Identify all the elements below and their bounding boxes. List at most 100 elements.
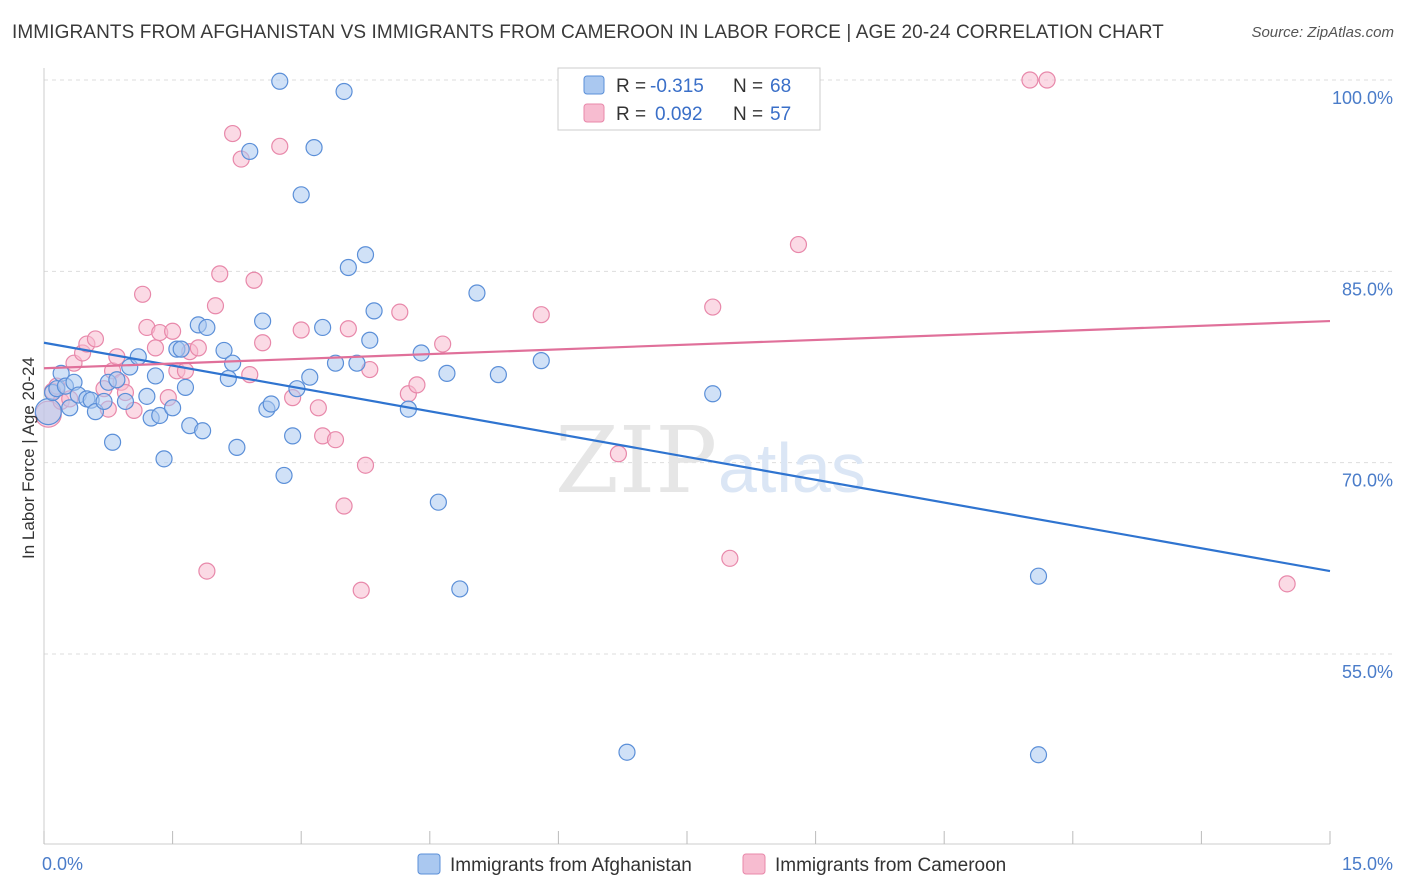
y-axis-title: In Labor Force | Age 20-24 — [19, 357, 38, 559]
point-afghanistan — [356, 246, 375, 264]
series-cameroon-points — [34, 71, 1296, 599]
legend-afghanistan-r-value: -0.315 — [650, 76, 704, 97]
x-tick-label: 15.0% — [1342, 854, 1393, 874]
point-afghanistan — [438, 364, 456, 382]
point-afghanistan — [489, 366, 507, 384]
point-afghanistan — [198, 318, 216, 337]
point-afghanistan — [326, 354, 345, 372]
legend-afghanistan-swatch — [583, 75, 605, 95]
point-cameroon — [198, 562, 216, 580]
y-tick-label: 70.0% — [1342, 471, 1393, 491]
point-afghanistan — [151, 406, 169, 425]
point-cameroon — [254, 334, 272, 352]
point-afghanistan — [361, 331, 379, 349]
point-cameroon — [408, 376, 426, 394]
legend-top: R = -0.315 N = 68 R = 0.092 N = 57 — [557, 67, 821, 131]
point-afghanistan — [618, 743, 636, 761]
chart-title: IMMIGRANTS FROM AFGHANISTAN VS IMMIGRANT… — [12, 22, 1164, 43]
point-afghanistan — [365, 302, 383, 320]
point-cameroon — [245, 271, 263, 289]
point-afghanistan — [314, 318, 332, 337]
point-afghanistan — [215, 341, 233, 360]
point-afghanistan — [129, 348, 147, 366]
point-afghanistan — [138, 387, 156, 405]
trend-line-afghanistan — [43, 341, 1331, 573]
point-afghanistan — [103, 433, 122, 451]
point-cameroon — [86, 330, 105, 348]
bottom-legend-afghanistan-label: Immigrants from Afghanistan — [450, 855, 692, 876]
legend-afghanistan-n-value: 68 — [770, 76, 791, 97]
bottom-legend-cameroon-swatch — [742, 853, 766, 875]
point-afghanistan — [1029, 567, 1048, 585]
legend-cameroon-swatch — [583, 103, 605, 123]
point-cameroon — [532, 306, 550, 324]
watermark-atlas: atlas — [718, 429, 866, 507]
bottom-legend-afghanistan-swatch — [417, 853, 441, 875]
point-afghanistan — [34, 398, 62, 426]
point-afghanistan — [164, 399, 182, 417]
point-afghanistan — [412, 344, 430, 362]
point-cameroon — [326, 431, 345, 449]
trend-line-cameroon — [43, 319, 1331, 370]
point-afghanistan — [172, 340, 190, 358]
point-cameroon — [391, 303, 409, 321]
point-afghanistan — [194, 422, 212, 440]
point-afghanistan — [1029, 746, 1048, 764]
point-afghanistan — [704, 385, 722, 403]
tick-labels: 100.0% 85.0% 70.0% 55.0% 0.0% 15.0% — [42, 88, 1393, 874]
legend-cameroon-n-value: 57 — [770, 104, 791, 125]
legend-bottom: Immigrants from Afghanistan Immigrants f… — [417, 853, 1006, 876]
point-afghanistan — [301, 368, 319, 386]
point-cameroon — [356, 456, 375, 474]
point-afghanistan — [348, 354, 366, 372]
point-afghanistan — [116, 392, 135, 411]
point-afghanistan — [271, 72, 289, 90]
point-afghanistan — [241, 142, 259, 161]
point-cameroon — [1021, 71, 1039, 89]
point-afghanistan — [176, 378, 195, 397]
bottom-legend-cameroon-label: Immigrants from Cameroon — [775, 855, 1006, 876]
point-afghanistan — [275, 466, 293, 485]
point-afghanistan — [146, 367, 165, 385]
point-cameroon — [164, 322, 182, 340]
point-cameroon — [133, 285, 152, 303]
series-afghanistan-points — [34, 72, 1048, 764]
point-cameroon — [434, 335, 452, 353]
point-cameroon — [292, 321, 310, 339]
point-afghanistan — [451, 580, 469, 598]
point-afghanistan — [262, 395, 280, 413]
watermark-zip: ZIP — [555, 407, 717, 514]
legend-cameroon-r-value: 0.092 — [655, 104, 703, 125]
point-cameroon — [335, 497, 353, 515]
point-cameroon — [309, 399, 327, 417]
legend-afghanistan-n-label: N = — [733, 76, 763, 97]
point-cameroon — [339, 320, 357, 338]
point-afghanistan — [95, 392, 113, 411]
source-credit: Source: ZipAtlas.com — [1251, 24, 1394, 41]
point-afghanistan — [292, 186, 310, 204]
point-cameroon — [189, 339, 207, 357]
point-cameroon — [206, 297, 225, 315]
axes — [43, 68, 1331, 845]
point-cameroon — [609, 445, 628, 463]
point-afghanistan — [339, 258, 357, 277]
point-afghanistan — [108, 371, 126, 389]
point-cameroon — [1038, 71, 1056, 89]
point-afghanistan — [219, 369, 237, 388]
legend-afghanistan-r-label: R = — [616, 76, 646, 97]
y-tick-label: 100.0% — [1332, 88, 1393, 108]
point-afghanistan — [468, 284, 486, 302]
point-afghanistan — [228, 438, 246, 456]
point-cameroon — [211, 265, 229, 283]
watermark: ZIP atlas — [555, 407, 866, 514]
point-cameroon — [176, 362, 195, 380]
point-cameroon — [224, 124, 242, 143]
point-cameroon — [271, 137, 289, 155]
point-cameroon — [1278, 575, 1296, 593]
point-afghanistan — [429, 493, 447, 511]
y-tick-label: 55.0% — [1342, 662, 1393, 682]
point-cameroon — [146, 339, 165, 357]
legend-cameroon-n-label: N = — [733, 104, 763, 125]
point-afghanistan — [254, 312, 272, 330]
